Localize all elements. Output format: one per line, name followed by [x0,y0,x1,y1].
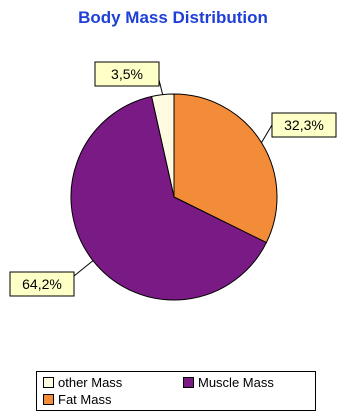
legend-label-other-mass: other Mass [58,375,123,390]
chart-title: Body Mass Distribution [78,8,268,27]
legend-label-fat-mass: Fat Mass [58,392,112,407]
legend-item-muscle-mass: Muscle Mass [183,375,274,390]
data-label-box-fat-mass [271,112,337,138]
legend-label-muscle-mass: Muscle Mass [198,375,274,390]
legend-swatch-other-mass [43,377,54,388]
data-label-other-mass: 3,5% [111,66,143,82]
data-label-muscle-mass: 64,2% [22,276,62,292]
data-label-fat-mass: 32,3% [284,117,324,133]
legend: other Mass Muscle Mass Fat Mass [36,371,316,411]
pie-slice-fat-mass [173,93,278,244]
legend-item-fat-mass: Fat Mass [43,392,111,407]
leader-line-fat-mass [261,124,273,143]
data-label-box-other-mass [94,61,160,87]
leader-line-other-mass [158,79,164,95]
leader-line-muscle-mass [73,260,94,277]
legend-swatch-fat-mass [43,394,54,405]
legend-item-other-mass: other Mass [43,375,122,390]
legend-swatch-muscle-mass [183,377,194,388]
data-label-box-muscle-mass [9,271,75,297]
